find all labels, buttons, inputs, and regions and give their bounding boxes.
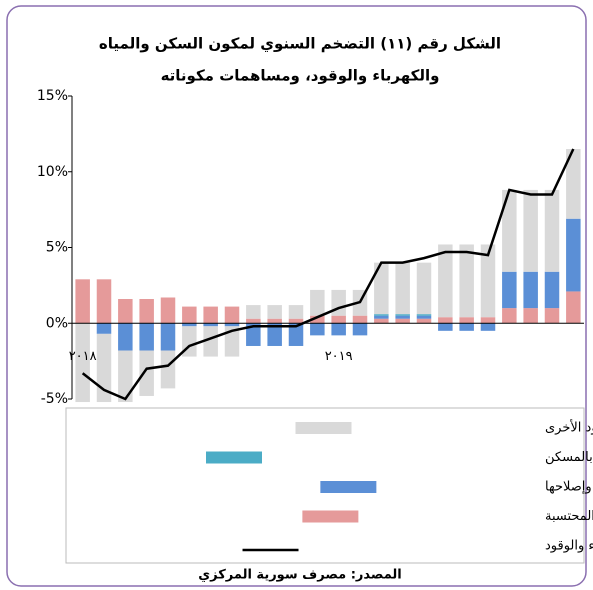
bar-segment (459, 244, 474, 318)
bar-segment (246, 305, 261, 319)
bar-segment (459, 323, 474, 331)
bar-segment (502, 271, 517, 309)
legend-label: الكهرباء والغاز وأنواع الوقود الأخرى (545, 419, 593, 436)
source: المصدر: مصرف سورية المركزي (198, 568, 402, 583)
bar-segment (416, 262, 432, 315)
bar-segment (139, 350, 154, 396)
bar-segment (118, 350, 133, 403)
bar-segment (203, 326, 218, 357)
line (81, 148, 575, 401)
bar-segment (224, 323, 240, 327)
bar-segment (310, 289, 325, 316)
bar-segment (118, 299, 133, 324)
legend-label: إمدادات المياه والخدمات المتنوعة المتصلة… (545, 450, 593, 465)
bar-segment (160, 350, 176, 389)
bar-segment (288, 305, 304, 319)
bar-segment (395, 315, 410, 319)
bar-segment (267, 305, 282, 319)
bar-segment (160, 323, 176, 351)
bar-segment (139, 299, 154, 324)
bar-segment (566, 218, 581, 292)
bar-segment (310, 323, 325, 336)
bar-segment (331, 323, 346, 336)
bar-segment (416, 314, 432, 316)
bar-segment (331, 315, 346, 324)
bar-segment (502, 189, 517, 272)
bar-segment (544, 308, 560, 324)
y-tick-label: -5% (41, 391, 68, 407)
legend-swatch (320, 481, 377, 493)
bar-segment (182, 306, 197, 324)
bar-segment (246, 318, 261, 324)
bar-segment (75, 279, 90, 324)
bar-segment (480, 317, 496, 324)
bar-segment (203, 323, 218, 327)
bar-segment (267, 318, 282, 324)
bar-segment (352, 315, 368, 324)
bar-segment (395, 318, 410, 324)
bar-segment (416, 315, 432, 319)
bar-segment (523, 189, 538, 272)
bar-segment (374, 318, 389, 324)
bar-segment (182, 323, 197, 327)
x-tick-label: ٢٠١٨ (69, 349, 97, 364)
y-tick-label: 5% (46, 240, 68, 256)
bar-segment (566, 291, 581, 324)
bar-segment (96, 279, 112, 324)
y-tick-label: 10% (37, 164, 68, 180)
bar-segment (523, 308, 538, 324)
legend-swatch (206, 451, 262, 464)
bar-segment (374, 314, 389, 316)
bar-segment (438, 317, 453, 324)
bar-segment (566, 149, 581, 219)
bar-segment (96, 323, 112, 334)
legend-swatch (302, 510, 359, 523)
bar-segment (480, 323, 496, 331)
bar-segment (203, 306, 218, 324)
bar-segment (96, 333, 112, 403)
chart-title: الشكل رقم (١١) التضخم السنوي لمكون السكن… (99, 35, 501, 54)
bar-segment (544, 189, 560, 272)
legend-label: إيجارات السكن الفعلية+المحتسبة (545, 509, 593, 524)
bar-segment (544, 271, 560, 309)
bar-segment (438, 244, 453, 318)
bar-segment (118, 323, 133, 351)
bar-segment (139, 323, 154, 351)
legend-label: تضخم مكون السكن والمياه والكهرباء والوقو… (545, 539, 593, 554)
bar-segment (438, 323, 453, 331)
bar-segment (480, 244, 496, 318)
chart-subtitle: والكهرباء والوقود، ومساهمات مكوناته (161, 67, 440, 85)
bar-segment (224, 306, 240, 324)
bar-segment (523, 271, 538, 309)
y-tick-label: 15% (37, 88, 68, 104)
bar-segment (75, 323, 90, 403)
bar-segment (267, 323, 282, 346)
bar-segment (246, 323, 261, 346)
bar-segment (459, 317, 474, 324)
y-tick-label: 0% (46, 315, 68, 331)
legend-swatch (295, 422, 352, 434)
bar-segment (395, 314, 410, 316)
bar-segment (310, 315, 325, 324)
bar-segment (374, 262, 389, 315)
legend-label: أعمال صيانة المسكن وإصلاحها (545, 478, 593, 495)
x-tick-label: ٢٠١٩ (325, 349, 353, 364)
bar-segment (331, 289, 346, 316)
bar-segment (502, 308, 517, 324)
bar-segment (374, 315, 389, 319)
bar-segment (160, 297, 176, 324)
bar-segment (395, 262, 410, 315)
bar-segment (288, 318, 304, 324)
bar-segment (352, 323, 368, 336)
bar-segment (416, 318, 432, 324)
bar-segment (288, 323, 304, 346)
bar-segment (224, 326, 240, 357)
